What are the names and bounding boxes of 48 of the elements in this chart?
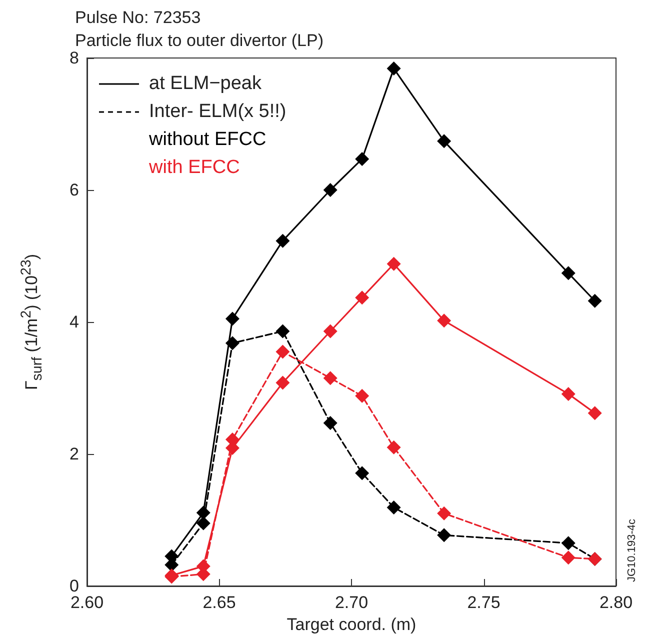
point <box>437 528 452 542</box>
point <box>355 388 370 403</box>
chart-title: Pulse No: 72353 <box>75 7 202 29</box>
point <box>437 506 452 520</box>
point <box>588 406 602 420</box>
annotation: without EFCC <box>148 128 268 152</box>
text: JG10.193-4c <box>626 519 638 582</box>
x-tick-label: 2.65 <box>202 593 236 612</box>
y-tick-label: 8 <box>70 48 79 68</box>
annotation: at ELM−peak <box>149 73 262 95</box>
point <box>276 324 290 338</box>
point <box>196 506 210 520</box>
point <box>355 466 370 480</box>
y-tick-label: 0 <box>70 576 79 596</box>
annotation: Inter- ELM(x 5!!) <box>149 101 286 123</box>
x-tick-label: 2.80 <box>599 593 633 612</box>
x-tick-label: 2.60 <box>70 593 104 612</box>
point <box>323 371 338 386</box>
x-tick-label: 2.70 <box>334 593 368 612</box>
point <box>355 152 370 166</box>
point <box>588 294 602 308</box>
point <box>323 416 338 430</box>
point <box>276 376 290 390</box>
point <box>323 183 338 197</box>
point <box>355 290 370 305</box>
point <box>323 324 338 338</box>
chart-subtitle: Particle flux to outer divertor (LP) <box>75 30 324 52</box>
point <box>437 134 452 148</box>
point <box>437 314 452 328</box>
y-tick-label: 2 <box>70 444 79 464</box>
point <box>561 386 576 401</box>
point <box>225 312 240 326</box>
point <box>386 256 401 271</box>
x-tick-label: 2.75 <box>467 593 500 612</box>
point <box>561 266 576 280</box>
point <box>225 336 240 350</box>
point <box>561 550 576 565</box>
annotation: with EFCC <box>148 156 241 180</box>
point <box>386 440 401 454</box>
point <box>276 234 290 248</box>
x-axis-title: Target coord. (m) <box>286 615 416 634</box>
point <box>386 500 401 514</box>
point <box>196 516 210 530</box>
y-tick-label: 6 <box>70 180 79 200</box>
point <box>276 344 290 359</box>
point <box>386 62 401 76</box>
y-tick-label: 4 <box>70 312 79 332</box>
point <box>561 536 576 550</box>
